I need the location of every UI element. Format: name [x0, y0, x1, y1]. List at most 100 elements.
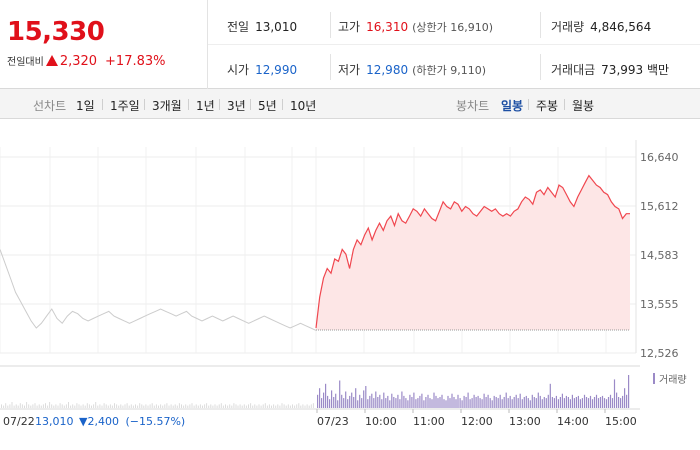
volume-bar	[241, 405, 243, 408]
volume-bar	[589, 395, 592, 408]
volume-bar	[78, 404, 80, 408]
candle-weekly[interactable]: 주봉	[536, 99, 559, 113]
volume-bar	[158, 405, 159, 408]
volume-bar	[36, 405, 38, 408]
volume-bar	[120, 404, 122, 408]
volume-bar	[433, 392, 435, 408]
volume-bar	[581, 398, 583, 408]
volume-bar	[34, 403, 36, 408]
period-5y[interactable]: 5년	[258, 99, 277, 113]
volume-bar	[461, 400, 463, 408]
volume-bar	[57, 405, 59, 408]
volume-bar	[128, 405, 130, 408]
volume-bar	[385, 398, 387, 408]
volume-bar	[3, 405, 5, 408]
volume-bar	[185, 404, 187, 408]
volume-bar	[243, 404, 245, 408]
candle-monthly[interactable]: 월봉	[572, 99, 595, 113]
candle-daily[interactable]: 일봉	[501, 99, 524, 113]
volume-bar	[555, 395, 557, 408]
volume-bar	[74, 405, 76, 408]
volume-bar	[339, 380, 341, 408]
volume-bar	[449, 398, 451, 408]
volume-bar	[1, 404, 2, 408]
volume-bar	[222, 405, 224, 408]
volume-bar	[549, 383, 551, 408]
volume-bar	[95, 402, 97, 408]
volume-bar	[473, 394, 475, 408]
prev-day-close: 13,010	[35, 415, 74, 428]
volume-bar	[407, 400, 409, 408]
volume-bar	[569, 399, 571, 408]
volume-bar	[319, 388, 321, 408]
period-3m[interactable]: 3개월	[152, 99, 182, 113]
volume-bar	[453, 397, 455, 408]
change-amount: 2,320	[59, 54, 98, 69]
volume-bar	[17, 405, 19, 408]
volume-bar	[72, 404, 74, 408]
volume-bar	[233, 403, 235, 408]
volume-bar	[405, 398, 407, 408]
volume-bar	[475, 397, 477, 408]
volume-bar	[212, 405, 214, 408]
period-1d[interactable]: 1일	[76, 99, 95, 113]
volume-bar	[204, 404, 206, 408]
volume-bar	[65, 404, 67, 408]
volume-bar	[551, 397, 553, 408]
volume-bar	[501, 399, 503, 408]
volume-bar	[355, 388, 357, 408]
volume-bar	[505, 392, 507, 408]
volume-bar	[70, 405, 72, 408]
volume-bar	[347, 399, 349, 408]
volume-bar	[80, 405, 82, 408]
volume-bar	[583, 394, 586, 408]
volume-bar	[199, 404, 201, 408]
volume-bar	[132, 405, 134, 408]
volume-bar	[59, 403, 61, 408]
volume-bar	[111, 405, 113, 408]
volume-bar	[122, 405, 124, 408]
volume-bar	[214, 404, 216, 408]
volume-bar	[359, 394, 361, 408]
up-triangle-icon	[45, 55, 58, 66]
volume-bar	[403, 395, 405, 408]
volume-bar	[5, 403, 7, 408]
volume-bar	[351, 392, 353, 408]
volume-bar	[363, 390, 365, 408]
volume-bar	[455, 399, 457, 408]
volume-bar	[285, 405, 287, 408]
prev-day-change: 2,400	[87, 415, 119, 428]
volume-bar	[613, 379, 616, 408]
volume-legend-swatch	[653, 373, 655, 384]
volume-bar	[139, 403, 141, 408]
stat-trade-value: 거래대금 73,993 백만	[551, 63, 670, 77]
volume-bar	[183, 405, 185, 408]
period-1w[interactable]: 1주일	[110, 99, 140, 113]
volume-bar	[489, 398, 491, 408]
volume-bar	[603, 398, 606, 408]
line-chart-label: 선차트	[33, 99, 67, 113]
volume-bar	[467, 392, 469, 408]
prev-day-price-line	[0, 249, 317, 331]
today-volume-bars	[317, 375, 630, 408]
volume-bar	[423, 400, 425, 408]
volume-bar	[431, 399, 433, 408]
volume-bar	[164, 404, 166, 408]
volume-bar	[521, 399, 523, 408]
volume-bar	[107, 405, 109, 408]
volume-bar	[153, 405, 155, 408]
period-10y[interactable]: 10년	[290, 99, 317, 113]
volume-bar	[118, 405, 120, 408]
volume-bar	[519, 393, 521, 408]
period-3y[interactable]: 3년	[227, 99, 246, 113]
volume-bar	[227, 405, 229, 408]
volume-bar	[509, 395, 511, 408]
volume-bar	[429, 398, 431, 408]
volume-bar	[323, 392, 325, 408]
volume-bar	[271, 405, 272, 408]
volume-bar	[335, 393, 337, 408]
volume-bar	[616, 392, 618, 408]
volume-bar	[459, 398, 461, 408]
period-1y[interactable]: 1년	[196, 99, 215, 113]
volume-bar	[537, 392, 539, 408]
